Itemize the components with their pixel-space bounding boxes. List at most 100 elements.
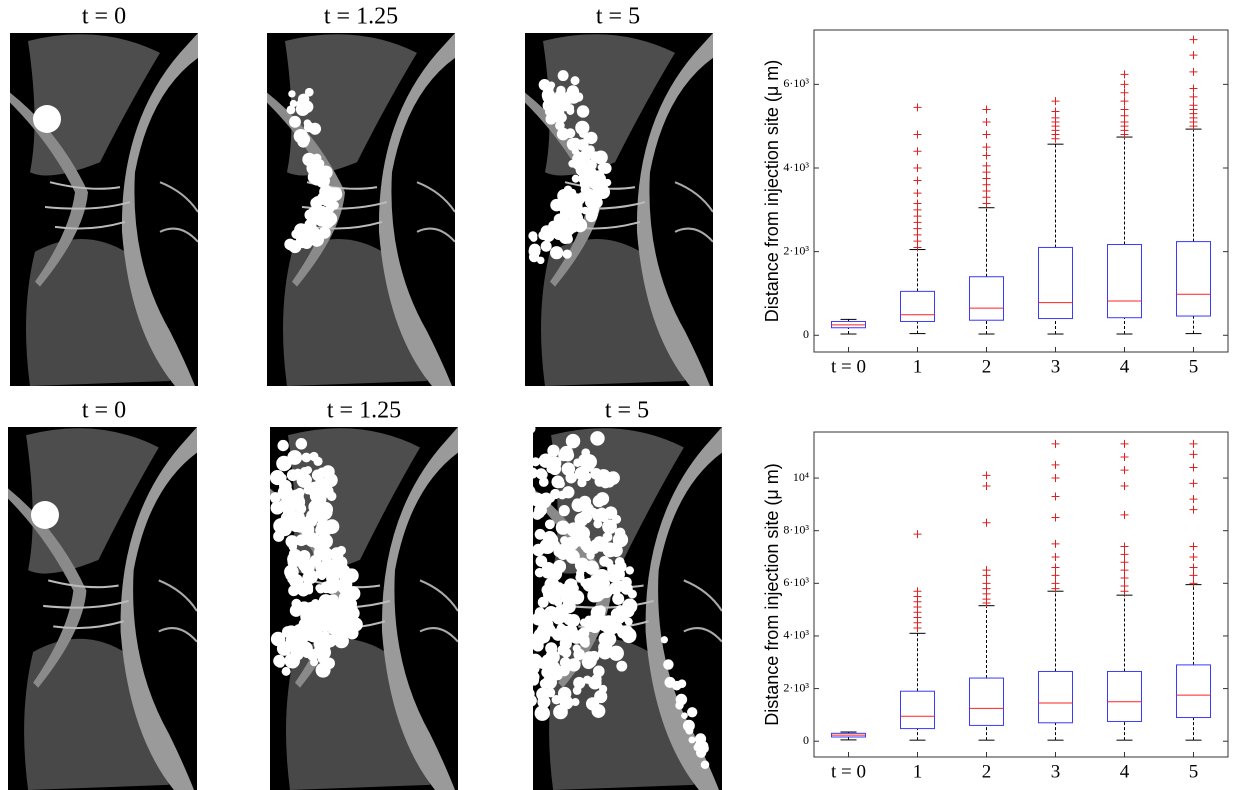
cell	[700, 760, 710, 770]
cell	[535, 555, 548, 567]
cell	[317, 654, 328, 664]
cell	[525, 423, 536, 434]
outlier	[1189, 84, 1198, 93]
cell	[580, 184, 590, 195]
cell-clouds	[269, 70, 710, 770]
outlier	[982, 118, 991, 126]
cell	[552, 670, 563, 681]
outlier	[982, 130, 991, 139]
cell	[594, 689, 608, 704]
cell	[562, 249, 572, 259]
outlier	[1189, 101, 1198, 110]
outlier	[913, 587, 922, 596]
cell	[554, 89, 567, 102]
cell	[284, 564, 299, 580]
cell	[559, 637, 572, 650]
x-tick-label: 2	[982, 356, 992, 377]
cell	[556, 127, 570, 141]
cell	[567, 141, 577, 151]
cell	[675, 701, 684, 710]
cell	[346, 607, 360, 620]
cell	[289, 99, 298, 108]
cell	[310, 197, 322, 209]
box	[900, 690, 935, 730]
cell	[295, 438, 308, 450]
outlier	[1051, 571, 1060, 580]
micrograph	[10, 33, 198, 386]
y-tick-label: 8·10³	[783, 522, 809, 536]
outlier	[1120, 550, 1129, 559]
cell	[576, 139, 589, 151]
outlier	[1120, 80, 1129, 89]
box	[1038, 670, 1073, 724]
cell	[566, 85, 580, 98]
outlier	[1051, 439, 1060, 448]
cell	[582, 651, 597, 666]
cell	[592, 495, 605, 508]
micrograph	[8, 427, 197, 790]
cell	[313, 637, 327, 651]
cell	[323, 602, 338, 617]
cell	[606, 471, 620, 485]
x-tick-label: 1	[913, 356, 923, 377]
cell	[534, 528, 546, 540]
y-tick-label: 0	[803, 327, 809, 341]
outlier	[1051, 460, 1060, 469]
cell	[547, 609, 559, 621]
cell	[324, 519, 340, 534]
cell	[563, 185, 573, 194]
outlier	[982, 471, 991, 480]
outlier	[1189, 92, 1198, 101]
outlier	[913, 530, 922, 539]
cell	[528, 243, 541, 256]
cell	[294, 491, 304, 501]
cell	[660, 636, 669, 644]
outlier	[1120, 105, 1129, 114]
cell	[566, 104, 575, 112]
cell	[521, 488, 532, 499]
cell	[310, 598, 321, 609]
cell	[677, 679, 687, 688]
cell	[587, 588, 602, 603]
cell	[277, 439, 289, 452]
y-axis-label: Distance from injection site (μ m)	[762, 60, 782, 322]
box	[1107, 670, 1142, 722]
outlier	[982, 105, 991, 114]
cell	[338, 596, 352, 610]
box	[969, 677, 1004, 726]
cell	[576, 534, 588, 546]
y-tick-label: 4·10³	[783, 628, 809, 642]
x-tick-label: t = 0	[831, 761, 866, 782]
cell	[602, 531, 613, 542]
cell	[600, 162, 612, 174]
cell	[315, 173, 330, 188]
cell	[308, 500, 322, 514]
panel-title: t = 5	[596, 4, 640, 30]
cell	[561, 692, 571, 701]
cell	[542, 654, 552, 664]
plot-frame	[813, 431, 1229, 758]
cell	[571, 174, 580, 183]
cell	[318, 547, 334, 562]
cell	[510, 701, 523, 714]
x-tick-label: 1	[913, 761, 923, 782]
cell	[546, 532, 558, 544]
cell	[315, 206, 328, 219]
panel-title: t = 5	[605, 398, 649, 424]
cell	[542, 82, 554, 94]
cell	[573, 676, 586, 690]
cell	[572, 644, 581, 653]
cell	[544, 519, 555, 530]
cell	[304, 532, 320, 547]
cell	[699, 741, 709, 751]
cell	[547, 444, 560, 457]
cell	[287, 450, 303, 465]
cell	[612, 532, 629, 548]
outlier	[1120, 453, 1129, 461]
cell	[566, 196, 576, 206]
cell	[316, 584, 326, 594]
outlier	[1051, 474, 1060, 483]
cell	[612, 592, 625, 605]
cell	[270, 495, 279, 504]
cell	[307, 227, 315, 236]
